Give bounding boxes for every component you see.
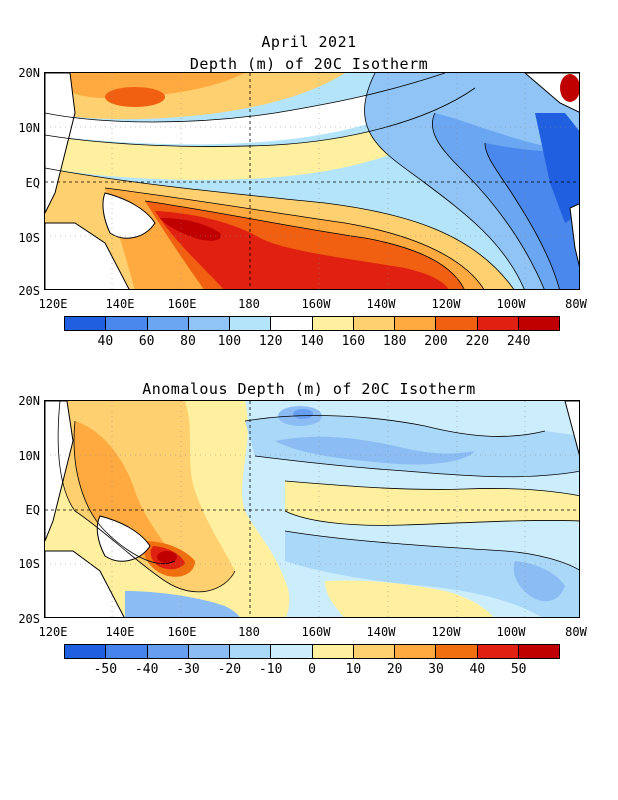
panel2-lon-label-180: 180 <box>238 625 260 639</box>
panel2-colorbar-swatch <box>188 645 230 658</box>
panel1-colorbar-label: 120 <box>258 334 283 349</box>
panel2-lat-label-10n: 10N <box>18 449 40 463</box>
figure-date-title: April 2021 <box>261 33 357 51</box>
panel2-title: Anomalous Depth (m) of 20C Isotherm <box>142 380 476 398</box>
panel2-colorbar-label: -50 <box>93 662 118 677</box>
panel1-lat-label-20n: 20N <box>18 66 40 80</box>
panel1-colorbar-label: 140 <box>300 334 324 349</box>
panel1-colorbar-label: 60 <box>138 334 155 349</box>
panel2-colorbar-swatch <box>106 645 148 658</box>
panel2-colorbar-swatch <box>230 645 272 658</box>
panel2-colorbar-swatch <box>147 645 189 658</box>
panel1-colorbar-swatch <box>353 317 395 330</box>
panel1-title: Depth (m) of 20C Isotherm <box>189 55 429 73</box>
panel2-lon-label-100w: 100W <box>496 625 526 639</box>
panel1-colorbar-label: 240 <box>506 334 531 349</box>
panel1-lon-label-140w: 140W <box>366 297 396 311</box>
panel2-colorbar-label: -40 <box>134 662 159 677</box>
panel2-lon-label-160w: 160W <box>301 625 331 639</box>
panel1-colorbar-swatch <box>436 317 478 330</box>
panel1-colorbar-swatch <box>477 317 519 330</box>
panel1-lon-label-160w: 160W <box>301 297 331 311</box>
panel1-colorbar-label: 180 <box>382 334 407 349</box>
panel2-colorbar-label: -20 <box>217 662 242 677</box>
panel1-lon-label-180: 180 <box>238 297 260 311</box>
panel1-colorbar-swatch <box>65 317 107 330</box>
panel2-colorbar-label: 40 <box>469 662 486 677</box>
panel1-lat-label-20s: 20S <box>18 284 40 298</box>
panel2-colorbar-swatch <box>477 645 519 658</box>
panel2-lat-label-20n: 20N <box>18 394 40 408</box>
panel1-lon-label-120e: 120E <box>38 297 68 311</box>
panel2-colorbar-label: 30 <box>428 662 444 677</box>
panel2-lon-label-120w: 120W <box>431 625 461 639</box>
panel2-lon-label-140w: 140W <box>366 625 396 639</box>
panel1-lat-label-10n: 10N <box>18 121 40 135</box>
panel2-colorbar-label: 0 <box>308 662 316 677</box>
panel1-colorbar-swatch <box>312 317 354 330</box>
panel1-lat-label-eq: EQ <box>25 176 40 190</box>
panel1-lon-label-80w: 80W <box>565 297 587 311</box>
panel2-colorbar <box>64 644 560 659</box>
panel1-colorbar-swatch <box>518 317 559 330</box>
panel1-colorbar-swatch <box>230 317 272 330</box>
panel1-colorbar-label: 200 <box>424 334 448 349</box>
panel2-colorbar-label: 50 <box>510 662 527 677</box>
panel1-colorbar-swatch <box>188 317 230 330</box>
panel2-colorbar-label: 10 <box>345 662 362 677</box>
panel2-colorbar-swatch <box>271 645 313 658</box>
panel1-lon-label-120w: 120W <box>431 297 461 311</box>
panel2-colorbar-label: -30 <box>176 662 200 677</box>
panel1-map-svg <box>45 73 579 289</box>
panel2-lat-label-eq: EQ <box>25 503 40 517</box>
panel1-depth-map <box>44 72 580 290</box>
panel2-colorbar-label: -10 <box>258 662 283 677</box>
panel1-lat-label-10s: 10S <box>18 231 40 245</box>
panel2-lat-label-10s: 10S <box>18 557 40 571</box>
panel1-lon-label-160e: 160E <box>167 297 197 311</box>
panel2-lon-label-120e: 120E <box>38 625 68 639</box>
panel2-lon-label-160e: 160E <box>167 625 197 639</box>
panel1-colorbar-label: 40 <box>97 334 114 349</box>
panel2-colorbar-swatch <box>65 645 107 658</box>
panel2-colorbar-swatch <box>353 645 395 658</box>
panel1-colorbar-swatch <box>395 317 437 330</box>
panel2-colorbar-swatch <box>436 645 478 658</box>
panel2-lon-label-80w: 80W <box>565 625 587 639</box>
panel2-anomaly-map <box>44 400 580 618</box>
panel1-lon-label-100w: 100W <box>496 297 526 311</box>
panel1-colorbar-label: 220 <box>465 334 490 349</box>
panel2-lat-label-20s: 20S <box>18 612 40 626</box>
panel1-colorbar-swatch <box>106 317 148 330</box>
panel1-lon-label-140e: 140E <box>105 297 135 311</box>
panel2-lon-label-140e: 140E <box>105 625 135 639</box>
panel1-colorbar-swatch <box>271 317 313 330</box>
panel2-colorbar-swatch <box>518 645 559 658</box>
panel1-colorbar <box>64 316 560 331</box>
panel2-map-svg <box>45 401 579 617</box>
panel1-colorbar-label: 100 <box>217 334 242 349</box>
panel1-colorbar-label: 80 <box>180 334 196 349</box>
panel2-colorbar-swatch <box>312 645 354 658</box>
panel1-colorbar-swatch <box>147 317 189 330</box>
panel2-colorbar-label: 20 <box>386 662 403 677</box>
panel1-colorbar-label: 160 <box>341 334 366 349</box>
panel2-colorbar-swatch <box>395 645 437 658</box>
